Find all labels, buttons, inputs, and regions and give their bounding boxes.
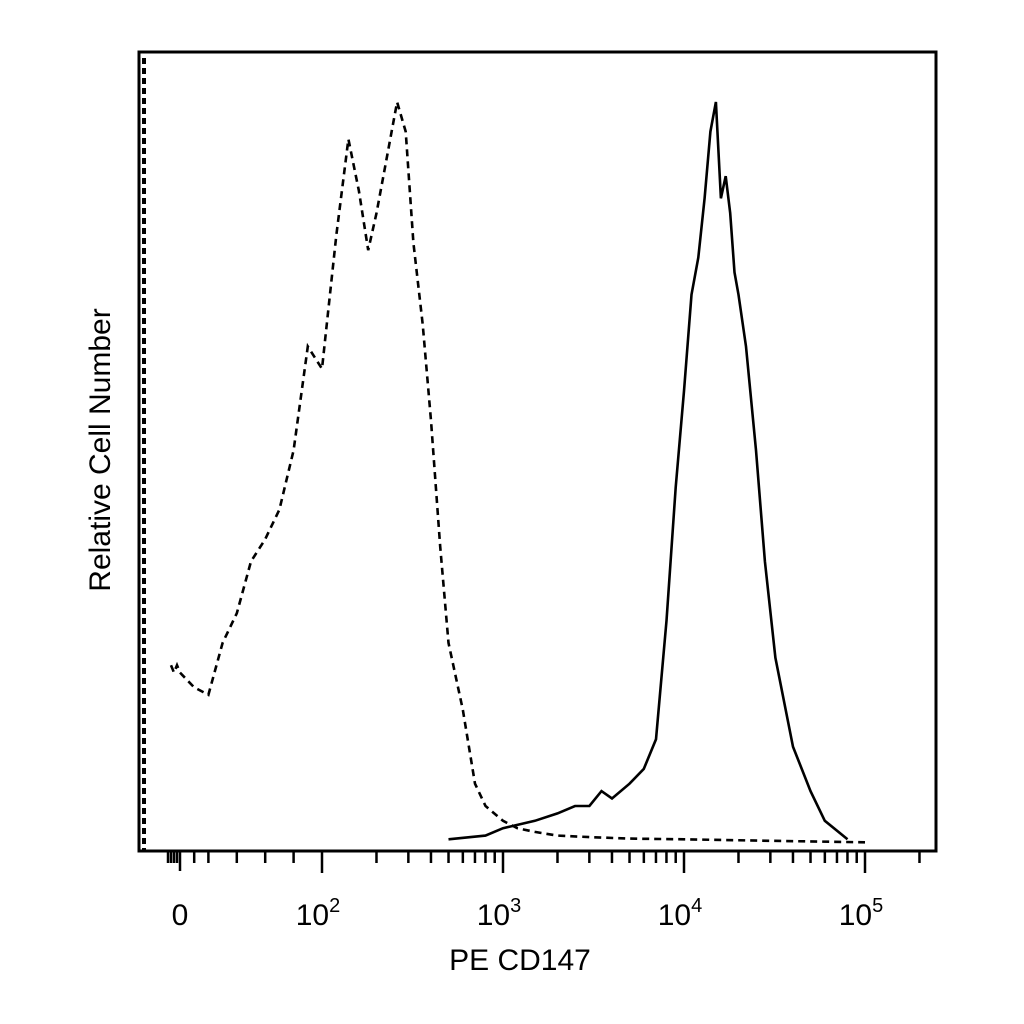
x-axis-ticks	[166, 851, 921, 873]
y-axis-title: Relative Cell Number	[84, 308, 117, 591]
x-tick-label: 104	[658, 895, 703, 932]
x-tick-label: 103	[477, 895, 522, 932]
series-layer	[142, 58, 866, 851]
x-tick-label: 0	[172, 899, 189, 932]
plot-frame	[137, 50, 938, 853]
x-tick-label: 102	[296, 895, 341, 932]
x-axis-title: PE CD147	[449, 944, 591, 977]
x-tick-label: 105	[839, 895, 884, 932]
series-solid-line	[448, 101, 849, 841]
series-dashed-line	[169, 101, 866, 844]
x-axis-tick-labels: 0 102 103 104 105	[172, 895, 884, 932]
